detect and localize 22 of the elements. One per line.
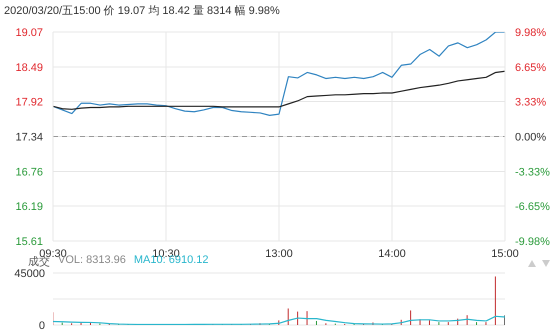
y-tick-label: 17.34: [15, 132, 43, 144]
y-tick-label: 19.07: [15, 27, 43, 39]
x-tick-label: 14:00: [378, 248, 406, 260]
y-tick-label: 17.92: [15, 96, 43, 108]
x-tick-label: 15:00: [491, 248, 519, 260]
y-axis-title: 成交: [28, 256, 50, 269]
y2-tick-label: -9.98%: [515, 236, 550, 248]
y-tick-label: 16.19: [15, 200, 43, 213]
y2-tick-label: -6.65%: [515, 201, 550, 214]
x-tick-label: 13:00: [265, 248, 293, 260]
y2-tick-label: 0.00%: [515, 132, 546, 144]
y-tick-label: 0: [38, 320, 45, 331]
y2-tick-label: -3.33%: [515, 166, 550, 178]
text: VOL: 8313.96: [58, 254, 126, 268]
y-tick-label: 16.76: [15, 166, 43, 179]
y-tick-label: 15.61: [15, 236, 43, 248]
chart-title: 2020/03/20/五15:00 价 19.07 均 18.42 量 8314 幅 9.98%: [4, 4, 280, 18]
y2-tick-label: 9.98%: [515, 27, 546, 39]
y2-tick-label: 6.65%: [515, 62, 546, 74]
y-tick-label: 45000: [14, 268, 45, 280]
y-tick-label: 18.49: [15, 62, 43, 74]
y2-tick-label: 3.33%: [515, 96, 546, 109]
